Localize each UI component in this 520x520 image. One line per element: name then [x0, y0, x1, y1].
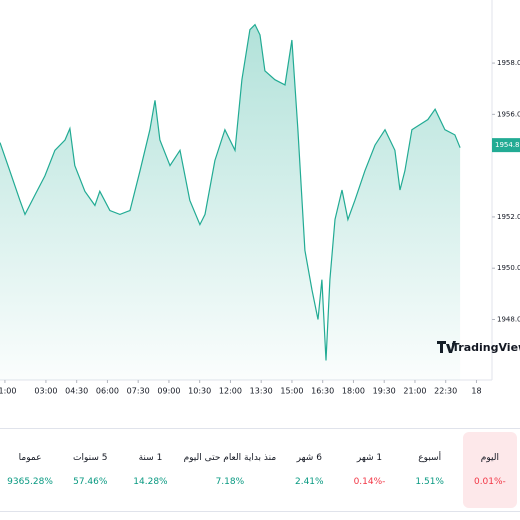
x-tick-label: 15:00	[280, 387, 303, 396]
x-tick-label: 22:30	[434, 387, 457, 396]
x-tick-label: 07:30	[127, 387, 150, 396]
stat-label: 6 شهر	[296, 453, 322, 463]
stat-label: أسبوع	[418, 453, 442, 463]
x-tick-label: 03:00	[34, 387, 57, 396]
x-tick-label: 16:30	[311, 387, 334, 396]
chart: TradingView 1948.00 1950.00 1952.00 1956.00…	[0, 0, 520, 396]
y-tick-label: 1956.00	[497, 110, 520, 118]
y-tick-label: 1950.00	[497, 264, 520, 272]
stat-label: 5 سنوات	[73, 453, 108, 463]
x-tick-label: 13:30	[250, 387, 273, 396]
watermark: TradingView	[452, 341, 520, 354]
stat-label: 1 شهر	[356, 453, 383, 463]
x-tick-label: 09:00	[157, 387, 180, 396]
x-tick-label: 21:00	[403, 387, 426, 396]
stats-bar: اليوم 0.01%- أسبوع 1.51% 1 شهر 0.14%- 6 شهر 2.4…	[0, 428, 520, 512]
stat-value: 1.51%	[415, 477, 444, 487]
stat-value: 14.28%	[133, 477, 168, 487]
x-tick-label: 04:30	[65, 387, 88, 396]
stat-card[interactable]: اليوم 0.01%-	[462, 432, 517, 508]
stat-value: 0.14%-	[353, 477, 386, 487]
x-tick-label: 01:00	[0, 387, 16, 396]
stat-card[interactable]: أسبوع 1.51%	[403, 432, 457, 508]
stat-value: 0.01%-	[473, 477, 506, 487]
stat-label: اليوم	[480, 453, 499, 463]
stat-card[interactable]: 1 سنة 14.28%	[123, 432, 177, 508]
stat-value: 7.18%	[215, 477, 245, 487]
line	[0, 23, 461, 361]
area	[0, 24, 461, 380]
stat-value: 2.41%	[294, 477, 324, 487]
stat-card[interactable]: 5 سنوات 57.46%	[63, 432, 117, 508]
last-price-label: 1954.80	[495, 141, 520, 149]
stat-card[interactable]: عموما 9365.28%	[3, 432, 57, 508]
stat-value: 57.46%	[73, 477, 108, 487]
x-tick-label: 10:30	[188, 387, 211, 396]
y-tick-label: 1958.00	[497, 59, 520, 67]
stat-card[interactable]: 6 شهر 2.41%	[282, 432, 336, 508]
stat-label: عموما	[18, 453, 42, 463]
stat-label: 1 سنة	[138, 453, 163, 463]
x-tick-label: 18:00	[342, 387, 365, 396]
stat-value: 9365.28%	[7, 477, 53, 487]
x-tick-label: 18	[471, 387, 481, 396]
y-tick-label: 1948.00	[497, 315, 520, 323]
x-tick-label: 12:00	[219, 387, 242, 396]
stat-card[interactable]: 1 شهر 0.14%-	[342, 432, 396, 508]
y-tick-label: 1952.00	[497, 213, 520, 221]
last-price-badge	[492, 138, 520, 153]
x-tick-label: 06:00	[96, 387, 119, 396]
x-tick-label: 19:30	[373, 387, 396, 396]
stat-card[interactable]: منذ بداية العام حتى اليوم 7.18%	[184, 432, 277, 508]
stat-label: منذ بداية العام حتى اليوم	[183, 453, 277, 463]
